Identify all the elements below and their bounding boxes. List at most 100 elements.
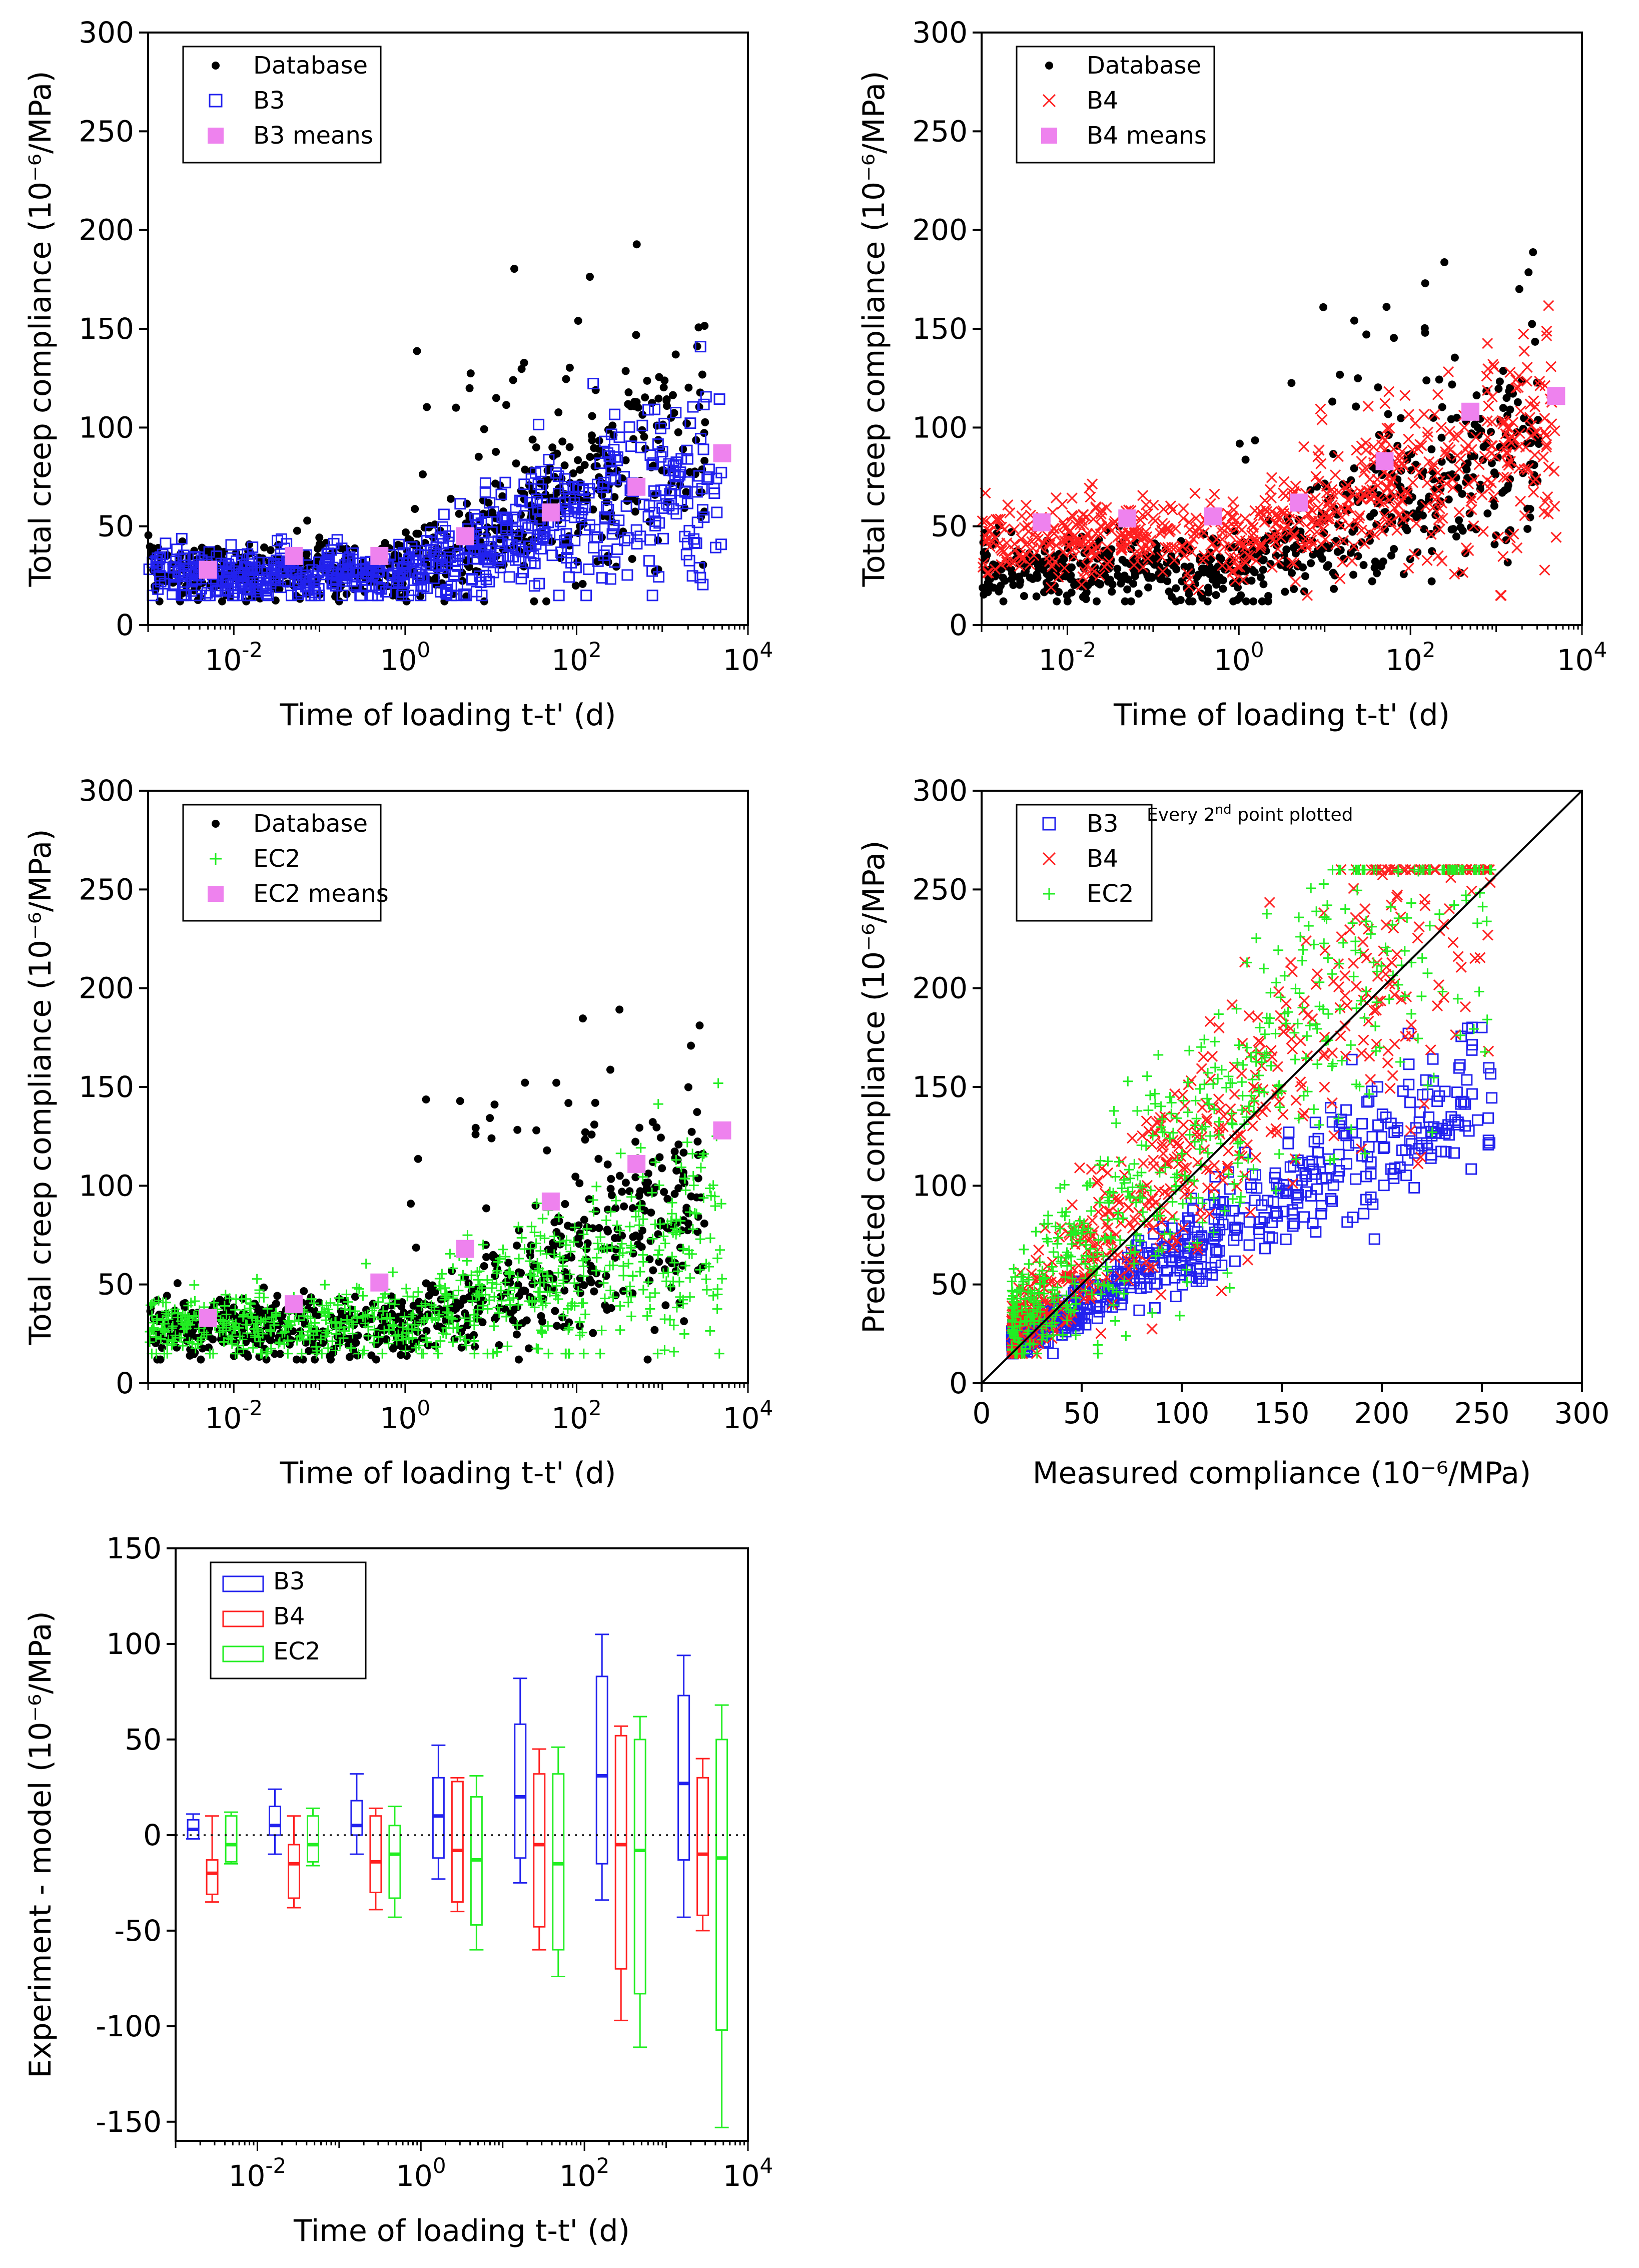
- data-point: [561, 1200, 569, 1208]
- legend-swatch: [209, 94, 223, 108]
- b3-points: [143, 240, 727, 606]
- data-point: [575, 1240, 583, 1248]
- data-point: [209, 1335, 217, 1344]
- data-point: [155, 597, 164, 606]
- data-point: [1189, 487, 1201, 499]
- data-point: [1226, 510, 1238, 522]
- data-point: [620, 1202, 628, 1211]
- data-point: [618, 1271, 629, 1281]
- data-point: [1409, 509, 1417, 517]
- data-point: [420, 523, 429, 532]
- data-point: [335, 597, 343, 606]
- data-point: [473, 570, 485, 582]
- y-tick-label: 0: [949, 608, 968, 642]
- data-point: [713, 1078, 723, 1088]
- data-point: [585, 273, 594, 281]
- legend-swatch: [208, 886, 224, 902]
- data-point: [502, 401, 511, 409]
- data-point: [531, 533, 543, 545]
- data-point: [1312, 1132, 1324, 1145]
- data-point: [436, 562, 448, 575]
- data-point: [243, 583, 255, 595]
- data-point: [1114, 571, 1122, 580]
- data-point: [712, 1253, 723, 1264]
- data-point: [1502, 536, 1510, 544]
- data-point: [1349, 571, 1358, 579]
- data-point: [654, 1245, 664, 1256]
- data-point: [563, 571, 575, 583]
- data-point: [1403, 526, 1411, 534]
- data-point: [1212, 581, 1221, 589]
- data-point: [594, 457, 606, 469]
- x-axis-title: Time of loading t-t' (d): [1113, 698, 1450, 733]
- data-point: [471, 1130, 480, 1139]
- data-point: [537, 1214, 548, 1224]
- data-point: [1124, 575, 1133, 584]
- data-point: [1197, 590, 1205, 598]
- data-point: [1259, 1243, 1271, 1255]
- data-point: [480, 574, 492, 586]
- data-point: [560, 528, 572, 540]
- data-point: [351, 1293, 359, 1301]
- data-point: [661, 1301, 670, 1310]
- data-point: [699, 560, 707, 569]
- data-point: [292, 589, 304, 601]
- data-point: [474, 545, 486, 557]
- data-point: [1185, 590, 1193, 599]
- legend-swatch: [1041, 128, 1057, 144]
- data-point: [490, 1100, 499, 1109]
- data-point: [437, 1269, 447, 1279]
- data-point: [588, 412, 596, 420]
- data-point: [589, 505, 597, 514]
- data-point: [1421, 554, 1433, 566]
- data-point: [555, 546, 567, 558]
- data-point: [698, 398, 710, 410]
- data-point: [369, 1300, 377, 1308]
- data-point: [1486, 1092, 1498, 1104]
- data-point: [671, 1154, 679, 1162]
- data-point: [649, 1266, 657, 1275]
- data-point: [412, 573, 424, 585]
- data-point: [1482, 1112, 1494, 1124]
- data-point: [638, 1285, 648, 1295]
- data-point: [631, 1138, 640, 1146]
- data-point: [553, 449, 561, 458]
- data-point: [560, 461, 569, 469]
- data-point: [1379, 398, 1391, 409]
- data-point: [190, 546, 199, 555]
- data-point: [591, 531, 603, 543]
- data-point: [1203, 597, 1212, 606]
- data-point: [615, 1325, 625, 1335]
- data-point: [674, 1140, 683, 1149]
- data-point: [1214, 574, 1222, 583]
- data-point: [520, 358, 528, 367]
- data-point: [1242, 597, 1250, 606]
- data-point: [554, 528, 566, 540]
- data-point: [1067, 588, 1076, 597]
- data-point: [1121, 597, 1129, 606]
- data-point: [658, 1164, 666, 1173]
- data-point: [163, 1292, 171, 1300]
- data-point: [1467, 452, 1475, 460]
- data-point: [618, 534, 630, 546]
- data-point: [1415, 505, 1424, 514]
- data-point: [1409, 417, 1421, 429]
- data-point: [296, 570, 308, 582]
- data-point: [1282, 545, 1291, 554]
- data-point: [663, 458, 675, 470]
- data-point: [694, 341, 706, 353]
- data-point: [1281, 588, 1289, 596]
- data-point: [1447, 415, 1455, 423]
- data-point: [637, 1243, 646, 1251]
- data-point: [1396, 1145, 1408, 1157]
- data-point: [698, 511, 710, 523]
- data-point: [1356, 1118, 1368, 1130]
- data-point: [1330, 585, 1338, 593]
- data-point: [682, 537, 694, 549]
- data-point: [494, 552, 506, 564]
- data-point: [580, 461, 589, 469]
- data-point: [221, 566, 233, 579]
- data-point: [456, 1097, 464, 1105]
- data-point: [1404, 1096, 1416, 1108]
